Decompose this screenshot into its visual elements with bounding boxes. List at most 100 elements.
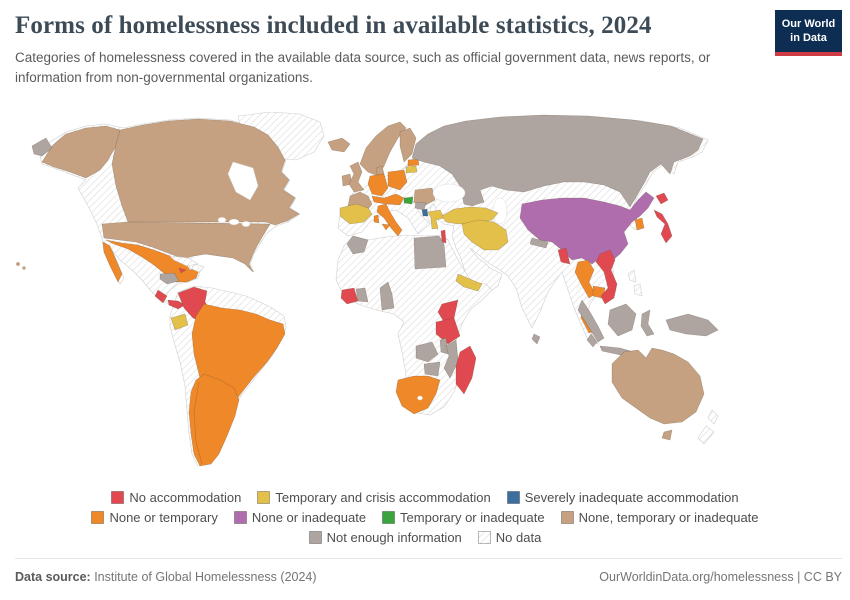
region-japan-honshu[interactable] [653, 209, 673, 244]
region-hispaniola[interactable] [191, 263, 205, 273]
region-tasmania[interactable] [661, 429, 673, 441]
great-lake-3 [241, 221, 251, 227]
region-baja[interactable] [102, 241, 123, 283]
legend-swatch-temporary_or_inadequate [382, 511, 396, 524]
great-lake-1 [217, 217, 227, 223]
data-source-value: Institute of Global Homelessness (2024) [90, 570, 317, 584]
credit-link[interactable]: OurWorldinData.org/homelessness | CC BY [599, 570, 842, 584]
region-philippines-north[interactable] [627, 269, 637, 283]
region-zimbabwe[interactable] [423, 361, 441, 377]
region-latvia[interactable] [407, 158, 420, 167]
region-mozambique[interactable] [443, 339, 459, 379]
region-malawi[interactable] [439, 337, 449, 355]
region-cameroon[interactable] [379, 281, 395, 311]
region-morocco[interactable] [346, 235, 369, 255]
region-canada[interactable] [111, 118, 300, 226]
region-sri-lanka[interactable] [531, 333, 541, 345]
legend-item-none_or_inadequate[interactable]: None or inadequate [233, 510, 367, 525]
region-finland[interactable] [399, 127, 417, 163]
legend-label: None, temporary or inadequate [578, 510, 759, 525]
region-iceland[interactable] [327, 137, 351, 153]
region-australia[interactable] [611, 347, 705, 425]
region-panama[interactable] [167, 299, 186, 310]
region-sumatra[interactable] [577, 299, 605, 343]
map-legend: No accommodation Temporary and crisis acc… [0, 490, 850, 550]
region-usa[interactable] [101, 221, 271, 273]
region-uk[interactable] [348, 161, 365, 193]
legend-item-no_accommodation[interactable]: No accommodation [111, 490, 241, 505]
region-china[interactable] [519, 191, 655, 265]
region-chukotka[interactable] [31, 137, 53, 157]
region-mexico[interactable] [105, 239, 201, 283]
region-hawaii[interactable] [16, 262, 20, 266]
great-lake-2 [228, 218, 240, 226]
legend-item-none_or_temporary[interactable]: None or temporary [91, 510, 218, 525]
legend-item-temporary_crisis[interactable]: Temporary and crisis accommodation [257, 490, 491, 505]
legend-row: No accommodation Temporary and crisis acc… [0, 490, 850, 505]
owid-logo-line1: Our World [781, 18, 836, 30]
region-greece[interactable] [427, 209, 445, 230]
region-philippines-south[interactable] [633, 283, 643, 297]
region-yemen[interactable] [455, 273, 483, 292]
region-new-guinea[interactable] [665, 313, 719, 337]
region-jamaica[interactable] [178, 267, 187, 274]
legend-swatch-temporary_crisis [257, 491, 271, 504]
legend-item-temporary_or_inadequate[interactable]: Temporary or inadequate [382, 510, 545, 525]
region-egypt[interactable] [413, 235, 447, 270]
region-ivory-coast[interactable] [340, 287, 359, 305]
world-map-container [8, 111, 842, 484]
region-sardinia[interactable] [373, 214, 380, 224]
region-lithuania[interactable] [405, 165, 418, 174]
legend-label: None or inadequate [251, 510, 367, 525]
region-hawaii-2[interactable] [22, 266, 26, 270]
region-sulawesi[interactable] [640, 309, 655, 337]
region-albania[interactable] [421, 208, 429, 217]
region-central-europe[interactable] [371, 193, 405, 206]
lesotho [417, 395, 423, 401]
region-south-korea[interactable] [634, 217, 645, 231]
region-japan-hokkaido[interactable] [655, 192, 669, 205]
legend-item-no_data[interactable]: No data [477, 530, 541, 545]
region-scandinavia[interactable] [359, 121, 407, 177]
region-poland[interactable] [387, 169, 408, 191]
region-bangladesh[interactable] [557, 247, 571, 265]
region-hungary[interactable] [403, 196, 414, 205]
region-russia[interactable] [411, 114, 704, 208]
region-honduras[interactable] [159, 272, 180, 285]
legend-swatch-none_or_temporary [91, 511, 105, 524]
region-new-zealand-north[interactable] [707, 409, 719, 425]
region-madagascar[interactable] [455, 345, 477, 395]
region-south-africa[interactable] [395, 375, 441, 415]
legend-label: Not enough information [326, 530, 462, 545]
region-nepal[interactable] [529, 237, 549, 249]
region-sicily[interactable] [381, 223, 391, 231]
region-ecuador[interactable] [170, 313, 189, 331]
world-map[interactable] [8, 111, 842, 484]
chart-subtitle: Categories of homelessness covered in th… [15, 50, 711, 85]
region-iran[interactable] [461, 219, 509, 251]
legend-label: Temporary or inadequate [400, 510, 545, 525]
region-borneo[interactable] [607, 303, 637, 337]
legend-item-severely_inadequate[interactable]: Severely inadequate accommodation [506, 490, 739, 505]
region-israel[interactable] [440, 229, 447, 244]
region-ghana[interactable] [355, 287, 369, 303]
region-romania[interactable] [413, 187, 436, 207]
region-costa-rica[interactable] [154, 289, 168, 304]
owid-logo[interactable]: Our World in Data [775, 10, 842, 56]
hudson-bay [227, 161, 259, 201]
region-turkey[interactable] [441, 206, 499, 225]
region-tanzania[interactable] [435, 317, 461, 345]
legend-row: Not enough information No data [0, 530, 850, 545]
legend-item-none_temporary_or_inadequate[interactable]: None, temporary or inadequate [560, 510, 759, 525]
region-zambia[interactable] [415, 341, 439, 363]
legend-item-not_enough_information[interactable]: Not enough information [308, 530, 462, 545]
region-iberia[interactable] [339, 203, 373, 225]
region-malaysia[interactable] [586, 333, 598, 348]
region-germany[interactable] [367, 173, 389, 197]
region-vietnam[interactable] [595, 249, 618, 305]
region-argentina-chile[interactable] [188, 373, 240, 467]
region-new-zealand-south[interactable] [697, 425, 715, 445]
region-italy[interactable] [376, 203, 403, 237]
region-cuba[interactable] [169, 255, 199, 267]
